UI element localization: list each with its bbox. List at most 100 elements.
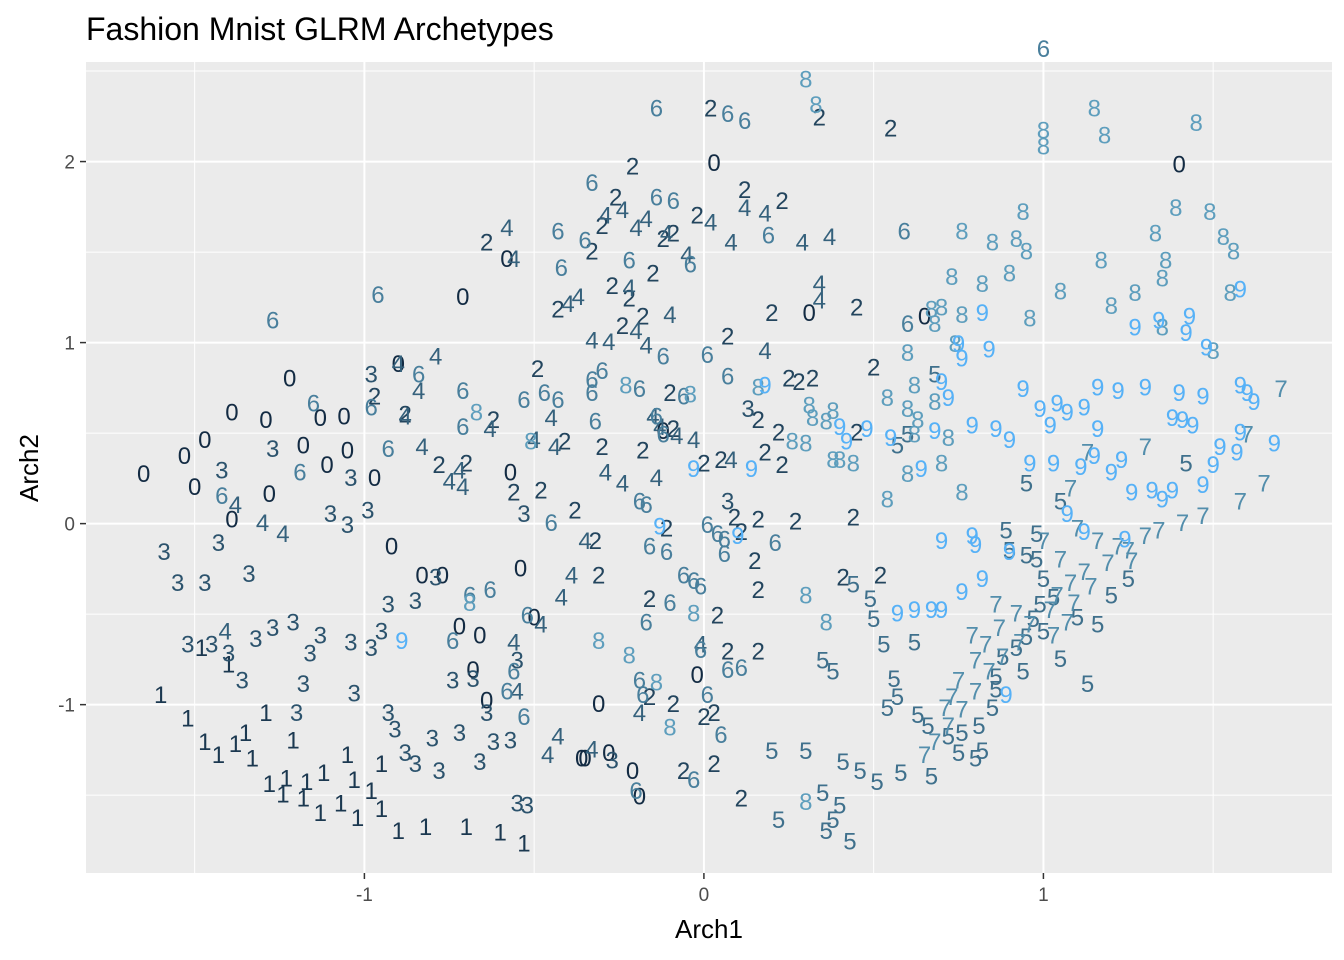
point-label-5: 5 <box>1020 470 1033 497</box>
point-label-5: 5 <box>1020 624 1033 651</box>
point-label-8: 8 <box>1156 315 1169 342</box>
point-label-2: 2 <box>626 153 639 180</box>
point-label-1: 1 <box>276 782 289 809</box>
point-label-5: 5 <box>816 780 829 807</box>
point-label-6: 6 <box>633 668 646 695</box>
point-label-4: 4 <box>629 215 642 242</box>
point-label-5: 5 <box>894 760 907 787</box>
point-label-5: 5 <box>969 745 982 772</box>
point-label-8: 8 <box>928 311 941 338</box>
point-label-2: 2 <box>748 548 761 575</box>
x-tick-label: 0 <box>699 885 710 906</box>
point-label-7: 7 <box>1101 550 1114 577</box>
point-label-6: 6 <box>898 219 911 246</box>
point-label-9: 9 <box>1077 394 1090 421</box>
point-label-4: 4 <box>599 202 612 229</box>
point-label-5: 5 <box>996 644 1009 671</box>
point-label-8: 8 <box>976 271 989 298</box>
point-label-5: 5 <box>853 758 866 785</box>
point-label-3: 3 <box>344 630 357 657</box>
point-label-3: 3 <box>181 631 194 658</box>
point-label-7: 7 <box>1037 528 1050 555</box>
point-label-5: 5 <box>1030 521 1043 548</box>
point-label-6: 6 <box>650 184 663 211</box>
point-label-6: 6 <box>762 222 775 249</box>
point-label-2: 2 <box>735 785 748 812</box>
point-label-8: 8 <box>819 610 832 637</box>
point-label-6: 6 <box>266 307 279 334</box>
point-label-9: 9 <box>935 597 948 624</box>
point-label-2: 2 <box>836 564 849 591</box>
point-label-9: 9 <box>976 566 989 593</box>
point-label-5: 5 <box>819 818 832 845</box>
point-label-6: 6 <box>585 380 598 407</box>
point-label-6: 6 <box>544 510 557 537</box>
y-tick-label: 1 <box>64 334 75 355</box>
y-tick-label: 2 <box>64 153 75 174</box>
point-label-0: 0 <box>314 405 327 432</box>
point-label-4: 4 <box>578 528 591 555</box>
point-label-9: 9 <box>1186 412 1199 439</box>
point-label-8: 8 <box>806 405 819 432</box>
point-label-5: 5 <box>1010 635 1023 662</box>
point-label-1: 1 <box>212 742 225 769</box>
point-label-2: 2 <box>789 508 802 535</box>
point-label-0: 0 <box>436 563 449 590</box>
point-label-3: 3 <box>521 793 534 820</box>
point-label-3: 3 <box>432 758 445 785</box>
point-label-6: 6 <box>507 659 520 686</box>
point-label-1: 1 <box>222 651 235 678</box>
point-label-1: 1 <box>460 814 473 841</box>
point-label-4: 4 <box>561 291 574 318</box>
point-label-4: 4 <box>813 271 826 298</box>
point-label-5: 5 <box>989 677 1002 704</box>
point-label-9: 9 <box>891 601 904 628</box>
point-label-5: 5 <box>1071 604 1084 631</box>
point-label-4: 4 <box>758 201 771 228</box>
point-label-2: 2 <box>697 704 710 731</box>
point-label-3: 3 <box>290 700 303 727</box>
point-label-6: 6 <box>650 96 663 123</box>
point-label-9: 9 <box>1230 440 1243 467</box>
point-label-5: 5 <box>921 713 934 740</box>
point-label-7: 7 <box>1122 537 1135 564</box>
point-label-4: 4 <box>660 220 673 247</box>
point-label-9: 9 <box>1145 478 1158 505</box>
point-label-5: 5 <box>881 695 894 722</box>
point-label-0: 0 <box>802 300 815 327</box>
point-label-3: 3 <box>381 592 394 619</box>
point-label-8: 8 <box>1037 134 1050 161</box>
point-label-9: 9 <box>935 528 948 555</box>
point-label-2: 2 <box>772 420 785 447</box>
point-label-2: 2 <box>677 758 690 785</box>
point-label-2: 2 <box>534 478 547 505</box>
point-label-0: 0 <box>575 745 588 772</box>
point-label-6: 6 <box>660 539 673 566</box>
point-label-9: 9 <box>1247 389 1260 416</box>
point-label-5: 5 <box>765 738 778 765</box>
point-label-1: 1 <box>517 831 530 858</box>
point-label-9: 9 <box>1139 374 1152 401</box>
point-label-7: 7 <box>989 592 1002 619</box>
point-label-6: 6 <box>650 403 663 430</box>
point-label-7: 7 <box>1013 630 1026 657</box>
point-label-2: 2 <box>585 239 598 266</box>
point-label-7: 7 <box>945 684 958 711</box>
point-label-9: 9 <box>989 416 1002 443</box>
point-label-5: 5 <box>864 586 877 613</box>
point-label-8: 8 <box>935 450 948 477</box>
point-label-9: 9 <box>925 597 938 624</box>
point-label-5: 5 <box>847 572 860 599</box>
point-label-7: 7 <box>952 668 965 695</box>
point-label-1: 1 <box>297 785 310 812</box>
point-label-8: 8 <box>1169 195 1182 222</box>
point-label-4: 4 <box>507 246 520 273</box>
point-label-3: 3 <box>375 619 388 646</box>
point-label-8: 8 <box>1159 248 1172 275</box>
point-label-4: 4 <box>456 474 469 501</box>
point-label-5: 5 <box>1122 566 1135 593</box>
point-label-2: 2 <box>487 407 500 434</box>
point-label-0: 0 <box>368 465 381 492</box>
point-label-1: 1 <box>154 682 167 709</box>
